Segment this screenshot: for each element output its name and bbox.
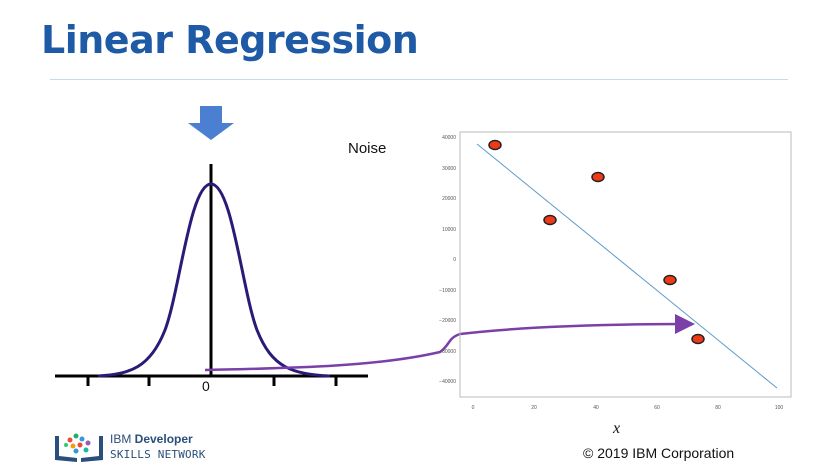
svg-text:−40000: −40000 <box>439 379 456 385</box>
gaussian-curve <box>97 182 331 378</box>
svg-text:60: 60 <box>654 405 660 411</box>
svg-text:−20000: −20000 <box>439 318 456 324</box>
svg-text:40: 40 <box>593 405 599 411</box>
svg-text:20000: 20000 <box>442 196 456 202</box>
noise-label: Noise <box>348 140 387 157</box>
regression-line <box>476 143 778 389</box>
svg-text:0: 0 <box>453 257 456 263</box>
svg-text:40000: 40000 <box>442 135 456 141</box>
data-points <box>488 139 705 345</box>
svg-text:100: 100 <box>775 405 784 411</box>
svg-text:−30000: −30000 <box>439 349 456 355</box>
gaussian-zero-label: 0 <box>202 378 210 394</box>
gaussian-chart <box>55 164 368 386</box>
svg-text:30000: 30000 <box>442 166 456 172</box>
copyright-notice: © 2019 IBM Corporation <box>583 445 735 461</box>
ibm-skills-network-logo: IBM Developer SKILLS NETWORK <box>52 430 262 464</box>
svg-text:0: 0 <box>472 405 475 411</box>
x-tick-labels: 0 20 40 60 80 100 <box>472 405 784 411</box>
gaussian-ticks <box>86 376 338 386</box>
down-arrow-icon <box>188 106 234 140</box>
svg-text:10000: 10000 <box>442 227 456 233</box>
svg-text:−10000: −10000 <box>439 288 456 294</box>
svg-text:80: 80 <box>715 405 721 411</box>
title-divider <box>50 79 788 80</box>
noise-to-data-arrow <box>204 314 695 372</box>
scatter-x-label: x <box>613 420 621 437</box>
y-tick-labels: 40000 30000 20000 10000 0 −10000 −20000 … <box>439 135 456 385</box>
svg-text:20: 20 <box>531 405 537 411</box>
logo-text: IBM Developer SKILLS NETWORK <box>110 432 206 461</box>
scatter-chart: 40000 30000 20000 10000 0 −10000 −20000 … <box>439 131 792 411</box>
slide-title: Linear Regression <box>41 18 419 62</box>
open-book-icon <box>55 433 103 462</box>
